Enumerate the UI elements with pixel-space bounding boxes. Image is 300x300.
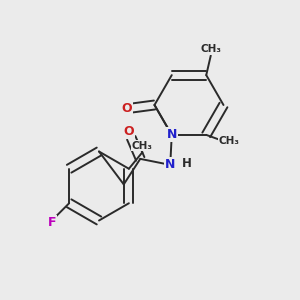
Text: CH₃: CH₃ xyxy=(132,141,153,151)
Text: H: H xyxy=(182,157,192,170)
Text: O: O xyxy=(124,125,134,138)
Text: O: O xyxy=(121,101,132,115)
Text: CH₃: CH₃ xyxy=(200,44,221,54)
Text: N: N xyxy=(167,128,177,141)
Text: CH₃: CH₃ xyxy=(219,136,240,146)
Text: F: F xyxy=(48,216,56,229)
Text: N: N xyxy=(165,158,175,171)
